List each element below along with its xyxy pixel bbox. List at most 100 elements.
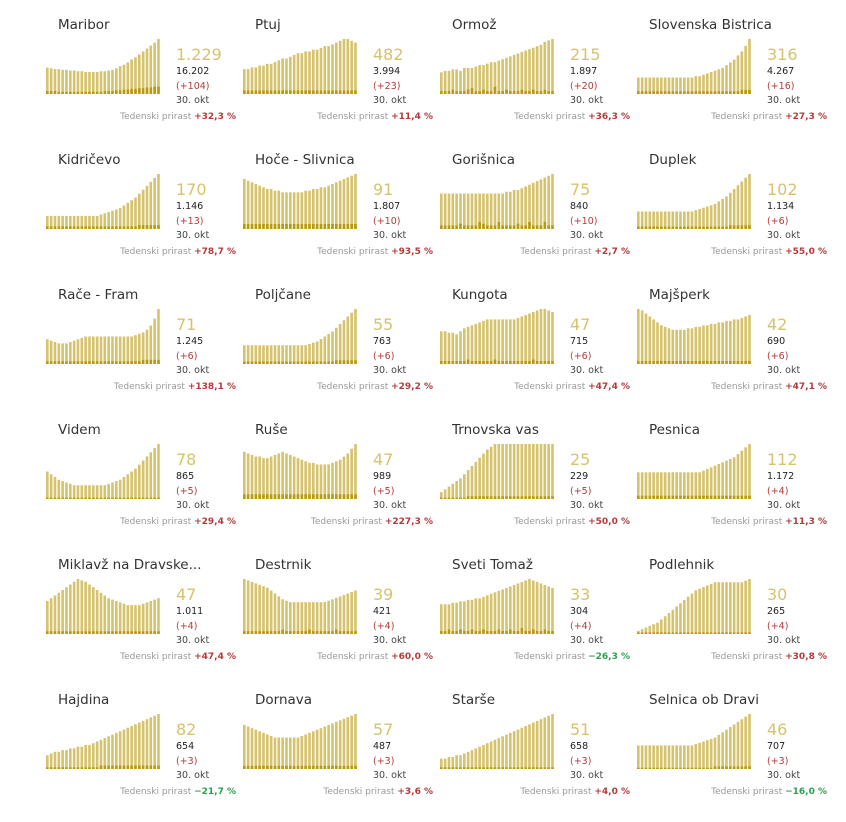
bar — [748, 314, 751, 364]
daily-bar — [717, 361, 721, 364]
bar-chart — [637, 309, 751, 364]
bar — [315, 189, 319, 229]
daily-bar — [486, 91, 489, 94]
bar — [49, 215, 53, 229]
daily-bar — [652, 361, 655, 364]
total-cases-value: 487 — [373, 741, 392, 752]
bar — [717, 322, 721, 364]
bar — [478, 65, 481, 94]
daily-bar — [725, 495, 728, 499]
bar — [246, 180, 250, 229]
bar — [474, 598, 478, 634]
daily-bar — [153, 631, 156, 634]
daily-bar — [250, 631, 254, 634]
daily-bar — [459, 629, 462, 634]
bar — [354, 714, 357, 769]
daily-bar — [489, 767, 493, 769]
bar — [717, 582, 721, 634]
active-cases-value: 51 — [570, 720, 591, 739]
daily-bar — [319, 631, 323, 634]
daily-bar — [130, 765, 133, 769]
daily-bar — [671, 495, 675, 499]
weekly-growth-label: Tedenski prirast — [317, 112, 392, 122]
daily-bar — [516, 631, 520, 634]
bar — [126, 202, 130, 229]
daily-bar — [350, 90, 353, 94]
daily-bar — [145, 631, 149, 634]
daily-bar — [679, 226, 682, 229]
bar — [258, 65, 261, 94]
weekly-growth-label: Tedenski prirast — [514, 382, 589, 392]
weekly-growth-value: +29,4 % — [194, 517, 236, 527]
bar — [709, 323, 713, 364]
daily-bar — [350, 765, 353, 769]
bar — [80, 746, 84, 769]
daily-bar — [702, 226, 705, 229]
bar — [138, 605, 141, 634]
daily-bar — [346, 90, 350, 94]
bar — [455, 334, 458, 364]
bar — [111, 69, 114, 94]
bar — [327, 185, 330, 229]
bar — [683, 745, 686, 769]
daily-bar — [95, 497, 99, 499]
municipality-title: Maribor — [58, 17, 110, 33]
daily-bar — [346, 765, 350, 769]
bar — [493, 193, 497, 229]
bar — [323, 464, 327, 499]
daily-bar — [516, 361, 520, 364]
bar — [92, 485, 95, 499]
daily-bar — [489, 225, 493, 229]
daily-bar — [679, 361, 682, 364]
bar — [725, 460, 728, 499]
bar — [732, 582, 736, 634]
bar — [667, 612, 671, 634]
bar — [482, 320, 485, 364]
bar — [115, 68, 118, 94]
weekly-growth: Tedenski prirast +93,5 % — [317, 247, 433, 257]
daily-bar — [679, 767, 682, 769]
daily-bar — [296, 494, 300, 499]
daily-bar — [292, 765, 296, 769]
daily-bar — [149, 497, 153, 499]
daily-bar — [354, 360, 357, 364]
bar — [342, 718, 346, 769]
bar — [709, 738, 713, 769]
daily-bar — [304, 631, 307, 634]
daily-bar — [335, 224, 338, 229]
total-cases-value: 763 — [373, 336, 392, 347]
bar — [455, 481, 458, 499]
bar — [342, 320, 346, 364]
daily-bar — [138, 225, 141, 229]
bar — [683, 472, 686, 499]
bar — [292, 602, 296, 634]
bar-chart — [637, 174, 751, 229]
bar — [748, 579, 751, 634]
daily-bar — [470, 88, 474, 94]
bar — [61, 750, 64, 769]
daily-bar — [652, 91, 655, 94]
daily-bar — [539, 631, 543, 634]
bar — [660, 619, 663, 634]
daily-bar — [115, 765, 118, 769]
daily-bar — [308, 494, 311, 499]
daily-bar — [706, 767, 709, 769]
daily-bar — [512, 767, 516, 769]
bar — [315, 464, 319, 499]
bar — [509, 444, 512, 499]
bar — [80, 485, 84, 499]
bar — [740, 719, 744, 769]
daily-bar — [539, 91, 543, 94]
daily-bar — [327, 494, 330, 499]
daily-bar — [46, 361, 49, 364]
active-cases-value: 33 — [570, 585, 591, 604]
bar — [281, 599, 284, 634]
daily-bar — [493, 86, 497, 94]
daily-bar — [694, 361, 698, 364]
daily-bar — [459, 223, 462, 229]
bar — [440, 193, 443, 229]
bar — [679, 329, 682, 364]
bar — [694, 744, 698, 769]
daily-bar — [61, 226, 64, 229]
daily-bar — [65, 91, 68, 94]
